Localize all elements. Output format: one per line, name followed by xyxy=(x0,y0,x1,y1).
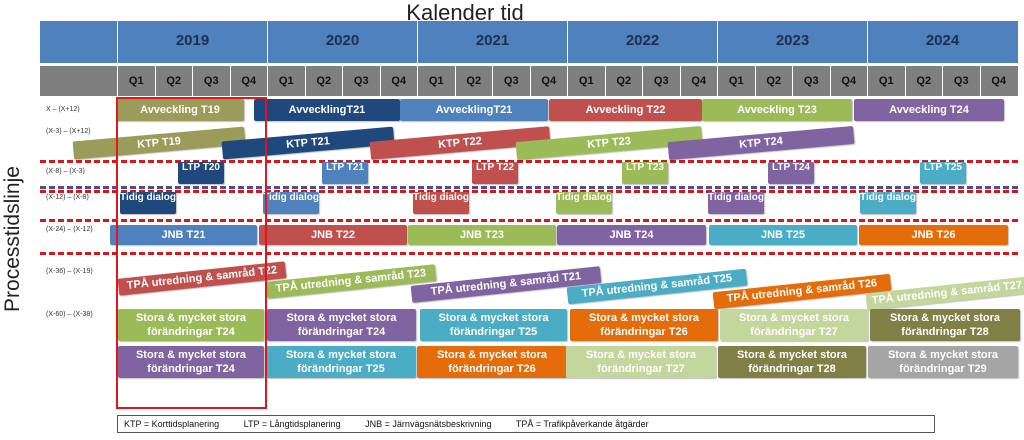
calendar-time-title: Kalender tid xyxy=(406,0,524,25)
quarter-header: Q2 xyxy=(604,66,643,96)
quarter-header: Q2 xyxy=(304,66,343,96)
year-header-2: 2021 xyxy=(417,21,567,63)
tidig-bar: Tidig dialog xyxy=(556,192,612,214)
avveckling-bar: Avveckling T24 xyxy=(854,99,1004,121)
stora_top-bar: Stora & mycket stora förändringar T25 xyxy=(420,309,567,341)
row-label: (X-3) – (X+12) xyxy=(46,128,91,135)
row-label: (X-12) – (X-8) xyxy=(46,194,89,201)
stora_top-bar: Stora & mycket stora förändringar T26 xyxy=(570,309,718,341)
row-label: X – (X+12) xyxy=(46,106,80,113)
quarter-header: Q1 xyxy=(567,66,605,96)
stora_top-bar: Stora & mycket stora förändringar T27 xyxy=(720,309,868,341)
quarter-header: Q4 xyxy=(829,66,868,96)
quarter-header: Q1 xyxy=(267,66,305,96)
tidig-bar: Tidig dialog xyxy=(708,192,764,214)
quarter-header: Q4 xyxy=(679,66,718,96)
tidig-bar: Tidig dialog xyxy=(413,192,469,214)
ltp-bar: LTP T25 xyxy=(920,162,966,184)
jnb-bar: JNB T25 xyxy=(709,225,857,245)
separator-line xyxy=(40,186,1018,189)
avveckling-bar: Avveckling T22 xyxy=(549,99,702,121)
year-header-5: 2024 xyxy=(867,21,1017,63)
process-timeline-title: Processtidslinje xyxy=(1,166,24,312)
quarter-header: Q1 xyxy=(867,66,905,96)
jnb-bar: JNB T24 xyxy=(557,225,706,245)
quarter-header: Q4 xyxy=(229,66,268,96)
quarter-header: Q1 xyxy=(717,66,755,96)
stora_top-bar: Stora & mycket stora förändringar T24 xyxy=(267,309,416,341)
row-label: (X-36) – (X-19) xyxy=(46,268,93,275)
quarter-header: Q2 xyxy=(454,66,493,96)
year-header-1: 2020 xyxy=(267,21,417,63)
stora_bottom-bar: Stora & mycket stora förändringar T28 xyxy=(718,346,866,378)
legend-item-ktp: KTP = Korttidsplanering xyxy=(124,419,220,429)
quarter-header-band xyxy=(40,66,1018,96)
quarter-header: Q2 xyxy=(754,66,793,96)
highlight-rectangle-2019 xyxy=(116,97,267,409)
stora_top-bar: Stora & mycket stora förändringar T24 xyxy=(118,309,264,341)
quarter-header: Q2 xyxy=(154,66,193,96)
separator-line xyxy=(40,219,1018,222)
abbreviation-legend: KTP = Korttidsplanering LTP = Långtidspl… xyxy=(117,415,935,433)
legend-item-ltp: LTP = Långtidsplanering xyxy=(243,419,341,429)
row-label: (X-24) – (X-12) xyxy=(46,226,93,233)
year-header-3: 2022 xyxy=(567,21,717,63)
quarter-header: Q2 xyxy=(904,66,943,96)
tidig-bar: Tidig dialog xyxy=(120,192,176,214)
separator-line xyxy=(40,160,1018,163)
ltp-bar: LTP T21 xyxy=(322,162,368,184)
stora_bottom-bar: Stora & mycket stora förändringar T29 xyxy=(868,346,1018,378)
legend-item-jnb: JNB = Järnvägsnätsbeskrivning xyxy=(365,419,492,429)
year-header-0: 2019 xyxy=(117,21,267,63)
jnb-bar: JNB T21 xyxy=(110,225,257,245)
legend-item-tpa: TPÅ = Trafikpåverkande åtgärder xyxy=(515,419,649,429)
separator-line xyxy=(40,252,1018,255)
quarter-header: Q3 xyxy=(342,66,380,96)
row-label: (X-60) – (X-38) xyxy=(46,311,93,318)
stora_top-bar: Stora & mycket stora förändringar T28 xyxy=(870,309,1020,341)
quarter-header: Q3 xyxy=(792,66,830,96)
quarter-header: Q1 xyxy=(117,66,155,96)
stora_bottom-bar: Stora & mycket stora förändringar T24 xyxy=(118,346,264,378)
avveckling-bar: Avveckling T19 xyxy=(116,99,244,121)
ltp-bar: LTP T24 xyxy=(768,162,814,184)
avveckling-bar: AvvecklingT21 xyxy=(400,99,548,121)
avveckling-bar: AvvecklingT21 xyxy=(254,99,400,121)
stora_bottom-bar: Stora & mycket stora förändringar T27 xyxy=(566,346,716,378)
stora_bottom-bar: Stora & mycket stora förändringar T26 xyxy=(417,346,567,378)
avveckling-bar: Avveckling T23 xyxy=(702,99,852,121)
jnb-bar: JNB T26 xyxy=(859,225,1008,245)
jnb-bar: JNB T23 xyxy=(408,225,556,245)
quarter-header: Q3 xyxy=(942,66,980,96)
quarter-header: Q4 xyxy=(379,66,418,96)
quarter-header: Q3 xyxy=(192,66,230,96)
quarter-header: Q3 xyxy=(642,66,680,96)
year-header-band xyxy=(40,21,1018,63)
tidig-bar: Tidig dialog xyxy=(860,192,916,214)
ltp-bar: LTP T20 xyxy=(178,162,224,184)
separator-line xyxy=(40,190,1018,193)
tidig-bar: Tidig dialog xyxy=(263,192,319,214)
stora_bottom-bar: Stora & mycket stora förändringar T25 xyxy=(266,346,416,378)
row-label: (X-8) – (X-3) xyxy=(46,168,85,175)
ltp-bar: LTP T23 xyxy=(622,162,668,184)
ltp-bar: LTP T22 xyxy=(472,162,518,184)
year-header-4: 2023 xyxy=(717,21,867,63)
quarter-header: Q4 xyxy=(529,66,568,96)
jnb-bar: JNB T22 xyxy=(259,225,407,245)
quarter-header: Q3 xyxy=(492,66,530,96)
quarter-header: Q4 xyxy=(979,66,1018,96)
quarter-header: Q1 xyxy=(417,66,455,96)
